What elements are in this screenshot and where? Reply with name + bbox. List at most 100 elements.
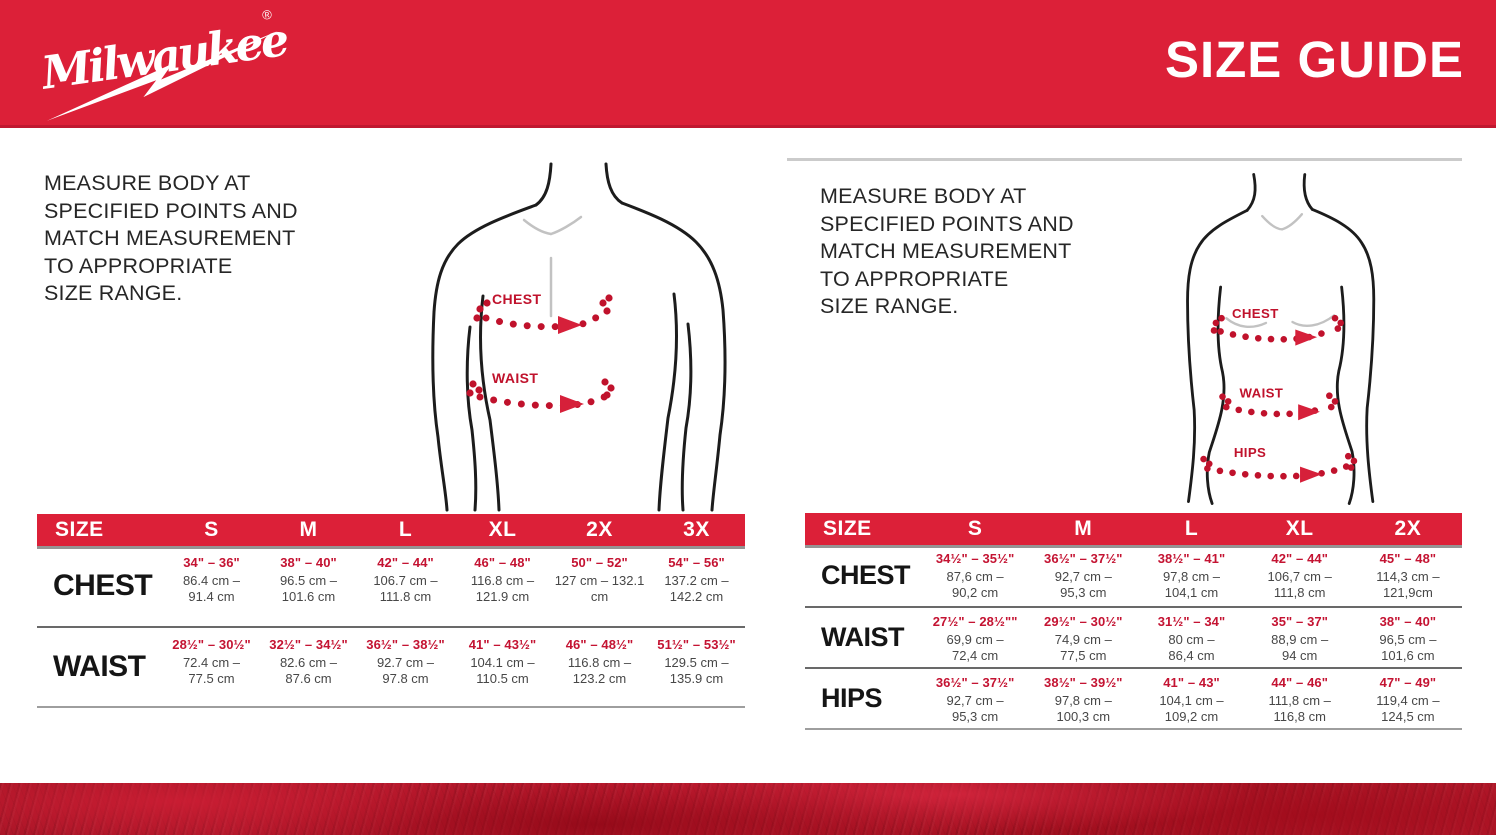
- hips-arrow-icon: [1300, 466, 1322, 483]
- inch-range: 28½" – 30½": [172, 637, 251, 652]
- cm-range: 92.7 cm –97.8 cm: [376, 655, 435, 686]
- waist-measure-line: WAIST: [1219, 386, 1339, 421]
- body-outline: [431, 162, 727, 512]
- inch-range: 47" – 49": [1379, 675, 1437, 690]
- measurement-row-hips: HIPS 36½" – 37½" 92,7 cm –95,3 cm 38½" – 39…: [805, 667, 1462, 728]
- panel-divider-line: [787, 158, 1462, 161]
- womens-size-table: SIZE S M L XL 2X CHEST 34½" – 35½" 87,6 cm –90,2…: [805, 513, 1462, 730]
- size-cell-chest-s: 34½" – 35½" 87,6 cm –90,2 cm: [921, 545, 1029, 606]
- inch-range: 54" – 56": [668, 555, 725, 570]
- inch-range: 29½" – 30½": [1044, 614, 1123, 629]
- inch-range: 38½" – 39½": [1044, 675, 1123, 690]
- size-cell-chest-l: 42" – 44" 106.7 cm –111.8 cm: [357, 546, 454, 626]
- size-table-header: SIZE S M L XL 2X: [805, 513, 1462, 545]
- size-cell-waist-m: 32½" – 34½" 82.6 cm –87.6 cm: [260, 628, 357, 706]
- size-column-header-s: S: [967, 517, 983, 540]
- registered-trademark-icon: ®: [261, 7, 273, 23]
- hips-diagram-label: HIPS: [1234, 445, 1266, 460]
- size-cell-waist-l: 36½" – 38½" 92.7 cm –97.8 cm: [357, 628, 454, 706]
- inch-range: 50" – 52": [571, 555, 628, 570]
- size-column-header-l: L: [398, 518, 413, 541]
- size-cell-chest-l: 38½" – 41" 97,8 cm –104,1 cm: [1137, 545, 1245, 606]
- mens-size-table: SIZE S M L XL 2X 3X CHEST 34" – 36" 86.4 cm –91.4…: [37, 514, 745, 708]
- cm-range: 80 cm –86,4 cm: [1168, 632, 1215, 663]
- size-corner-header: SIZE: [55, 518, 104, 541]
- measurement-row-waist: WAIST 28½" – 30½" 72.4 cm –77.5 cm 32½" – 3…: [37, 626, 745, 706]
- chest-arrow-icon: [1295, 329, 1318, 346]
- cm-range: 104.1 cm –110.5 cm: [470, 655, 535, 686]
- size-column-header-xl: XL: [488, 518, 517, 541]
- chest-diagram-label: CHEST: [492, 291, 541, 307]
- cm-range: 97,8 cm –104,1 cm: [1162, 569, 1221, 600]
- chest-measure-line: CHEST: [1210, 306, 1344, 346]
- inch-range: 46" – 48½": [565, 637, 634, 652]
- inch-range: 35" – 37": [1271, 614, 1328, 629]
- cm-range: 106.7 cm –111.8 cm: [373, 573, 438, 604]
- size-corner-header: SIZE: [823, 517, 872, 540]
- size-cell-hips-s: 36½" – 37½" 92,7 cm –95,3 cm: [921, 669, 1029, 728]
- cm-range: 116.8 cm –123.2 cm: [567, 655, 632, 686]
- size-column-header-2x: 2X: [586, 518, 613, 541]
- size-cell-hips-2x: 47" – 49" 119,4 cm –124,5 cm: [1354, 669, 1462, 728]
- inch-range: 32½" – 34½": [269, 637, 348, 652]
- cm-range: 96,5 cm –101,6 cm: [1379, 632, 1437, 663]
- size-cell-waist-xl: 41" – 43½" 104.1 cm –110.5 cm: [454, 628, 551, 706]
- inch-range: 46" – 48": [474, 555, 531, 570]
- size-cell-waist-2x: 38" – 40" 96,5 cm –101,6 cm: [1354, 608, 1462, 667]
- cm-range: 72.4 cm –77.5 cm: [182, 655, 241, 686]
- size-cell-waist-m: 29½" – 30½" 74,9 cm –77,5 cm: [1029, 608, 1137, 667]
- hips-measure-line: HIPS: [1200, 445, 1358, 483]
- waist-arrow-icon: [1298, 404, 1320, 421]
- inch-range: 45" – 48": [1379, 551, 1437, 566]
- size-cell-waist-xl: 35" – 37" 88,9 cm –94 cm: [1246, 608, 1354, 667]
- inch-range: 42" – 44": [1271, 551, 1328, 566]
- size-cell-waist-s: 28½" – 30½" 72.4 cm –77.5 cm: [163, 628, 260, 706]
- size-cell-hips-m: 38½" – 39½" 97,8 cm –100,3 cm: [1029, 669, 1137, 728]
- size-column-header-l: L: [1184, 517, 1199, 540]
- cm-range: 97,8 cm –100,3 cm: [1054, 693, 1112, 724]
- header-bar: Milwaukee ® SIZE GUIDE: [0, 0, 1496, 128]
- size-column-header-s: S: [204, 518, 219, 541]
- measurement-row-chest: CHEST 34" – 36" 86.4 cm –91.4 cm 38" – 40" 9…: [37, 546, 745, 626]
- chest-diagram-label: CHEST: [1232, 306, 1279, 321]
- measurement-row-waist: WAIST 27½" – 28½"" 69,9 cm –72,4 cm 29½" – …: [805, 606, 1462, 667]
- inch-range: 38" – 40": [280, 555, 337, 570]
- cm-range: 69,9 cm –72,4 cm: [946, 632, 1004, 663]
- cm-range: 82.6 cm –87.6 cm: [279, 655, 338, 686]
- inch-range: 38½" – 41": [1157, 551, 1226, 566]
- page-title: SIZE GUIDE: [1164, 31, 1464, 88]
- size-cell-chest-xl: 42" – 44" 106,7 cm –111,8 cm: [1246, 545, 1354, 606]
- cm-range: 106,7 cm –111,8 cm: [1267, 569, 1332, 600]
- size-cell-waist-2x: 46" – 48½" 116.8 cm –123.2 cm: [551, 628, 648, 706]
- measurement-row-chest: CHEST 34½" – 35½" 87,6 cm –90,2 cm 36½" – 3…: [805, 545, 1462, 606]
- cm-range: 92,7 cm –95,3 cm: [946, 693, 1004, 724]
- row-label-chest: CHEST: [53, 569, 153, 602]
- chest-measure-line: CHEST: [473, 291, 613, 334]
- size-column-header-3x: 3X: [683, 518, 710, 541]
- milwaukee-logo: Milwaukee ®: [38, 7, 290, 121]
- size-cell-waist-s: 27½" – 28½"" 69,9 cm –72,4 cm: [921, 608, 1029, 667]
- inch-range: 36½" – 38½": [366, 637, 445, 652]
- mens-body-diagram: CHEST WAIST: [431, 162, 727, 512]
- row-label-waist: WAIST: [53, 650, 146, 683]
- size-cell-chest-2x: 45" – 48" 114,3 cm –121,9cm: [1354, 545, 1462, 606]
- inch-range: 38" – 40": [1379, 614, 1437, 629]
- size-column-header-m: M: [299, 518, 318, 541]
- size-cell-hips-l: 41" – 43" 104,1 cm –109,2 cm: [1137, 669, 1245, 728]
- size-cell-hips-xl: 44" – 46" 111,8 cm –116,8 cm: [1246, 669, 1354, 728]
- size-cell-chest-m: 36½" – 37½" 92,7 cm –95,3 cm: [1029, 545, 1137, 606]
- cm-range: 119,4 cm –124,5 cm: [1376, 693, 1440, 724]
- size-column-header-2x: 2X: [1394, 517, 1422, 540]
- inch-range: 34" – 36": [183, 555, 240, 570]
- waist-diagram-label: WAIST: [492, 370, 538, 386]
- size-cell-waist-l: 31½" – 34" 80 cm –86,4 cm: [1137, 608, 1245, 667]
- cm-range: 74,9 cm –77,5 cm: [1054, 632, 1112, 663]
- cm-range: 116.8 cm –121.9 cm: [470, 573, 535, 604]
- inch-range: 27½" – 28½"": [932, 614, 1018, 629]
- cm-range: 111,8 cm –116,8 cm: [1268, 693, 1331, 724]
- row-label-chest: CHEST: [821, 560, 911, 590]
- waist-diagram-label: WAIST: [1240, 386, 1284, 401]
- cm-range: 96.5 cm –101.6 cm: [279, 573, 338, 604]
